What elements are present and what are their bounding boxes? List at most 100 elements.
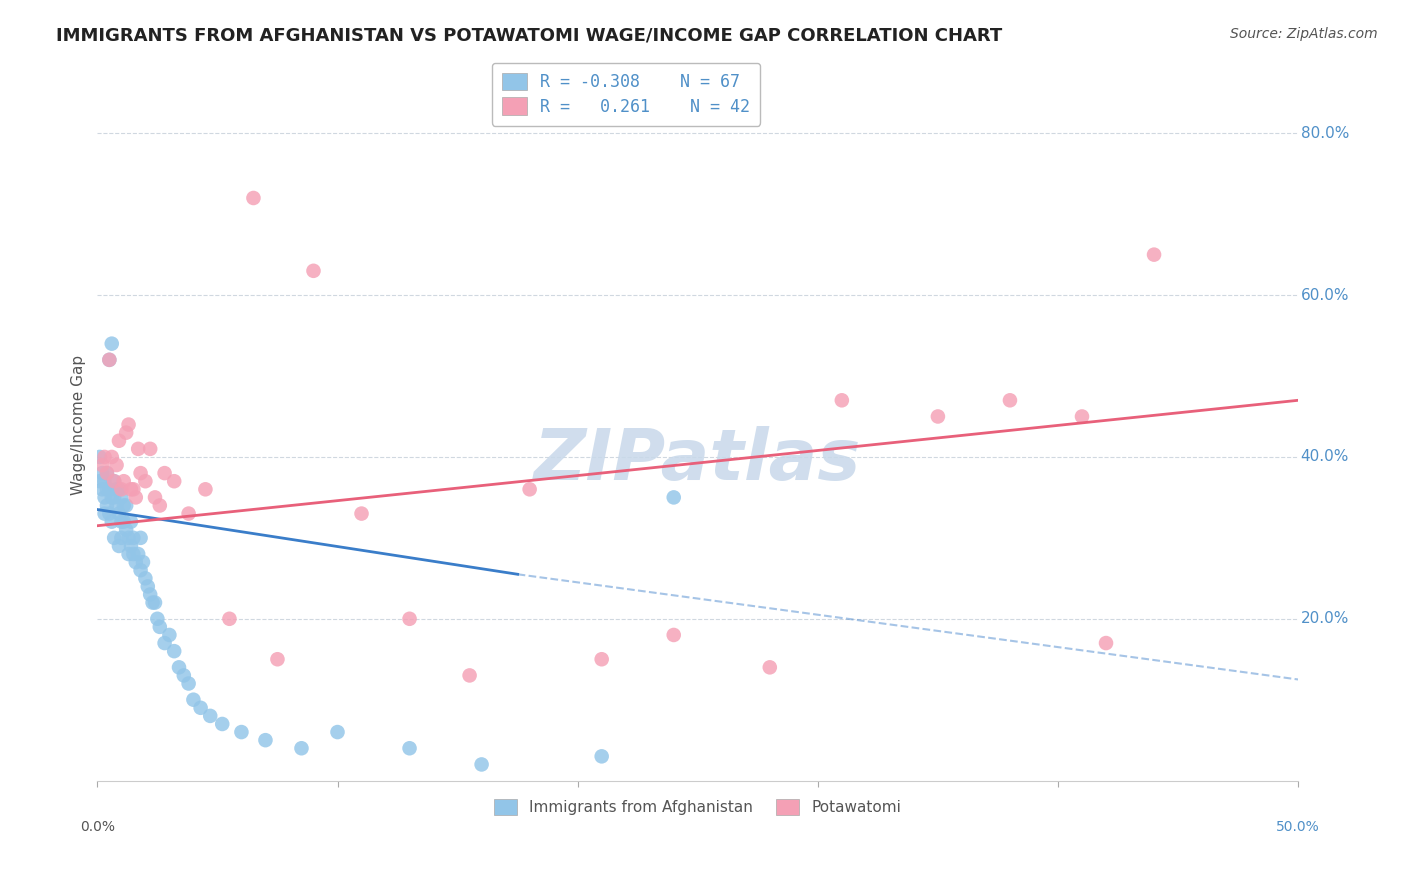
Point [110, 491, 132, 505]
Text: Source: ZipAtlas.com: Source: ZipAtlas.com [1230, 27, 1378, 41]
Point [177, 676, 200, 690]
Point [115, 499, 138, 513]
Point [153, 466, 176, 480]
Point [157, 628, 180, 642]
Point [143, 596, 166, 610]
Point [91, 466, 114, 480]
Point [100, 450, 122, 464]
Point [183, 692, 205, 706]
Text: 0.0%: 0.0% [80, 820, 115, 834]
Point [103, 531, 125, 545]
Point [458, 668, 481, 682]
Point [662, 491, 685, 505]
Point [112, 515, 135, 529]
Point [139, 442, 162, 456]
Point [122, 531, 145, 545]
Point [242, 191, 264, 205]
Point [100, 491, 122, 505]
Point [139, 587, 162, 601]
Point [153, 636, 176, 650]
Point [103, 474, 125, 488]
Point [350, 507, 373, 521]
Point [519, 483, 541, 497]
Point [302, 264, 325, 278]
Point [398, 612, 420, 626]
Point [96, 466, 118, 480]
Point [266, 652, 288, 666]
Point [149, 620, 172, 634]
Point [177, 507, 200, 521]
Point [117, 547, 139, 561]
Point [98, 483, 121, 497]
Point [105, 458, 128, 472]
Text: IMMIGRANTS FROM AFGHANISTAN VS POTAWATOMI WAGE/INCOME GAP CORRELATION CHART: IMMIGRANTS FROM AFGHANISTAN VS POTAWATOM… [56, 27, 1002, 45]
Point [93, 507, 115, 521]
Point [103, 491, 125, 505]
Point [122, 483, 145, 497]
Point [115, 425, 138, 440]
Point [290, 741, 312, 756]
Point [108, 507, 131, 521]
Point [149, 499, 172, 513]
Point [136, 579, 159, 593]
Point [89, 474, 111, 488]
Point [1071, 409, 1094, 424]
Point [218, 612, 240, 626]
Point [108, 483, 131, 497]
Point [591, 652, 613, 666]
Point [129, 466, 152, 480]
Point [117, 417, 139, 432]
Point [211, 717, 233, 731]
Point [173, 668, 195, 682]
Point [96, 499, 118, 513]
Point [96, 466, 118, 480]
Point [127, 442, 149, 456]
Point [122, 547, 145, 561]
Point [326, 725, 349, 739]
Point [105, 499, 128, 513]
Point [120, 515, 142, 529]
Point [132, 555, 155, 569]
Point [471, 757, 494, 772]
Point [91, 483, 114, 497]
Point [120, 539, 142, 553]
Point [591, 749, 613, 764]
Point [129, 563, 152, 577]
Text: 50.0%: 50.0% [1277, 820, 1320, 834]
Text: ZIPatlas: ZIPatlas [534, 425, 862, 495]
Point [190, 700, 212, 714]
Point [120, 483, 142, 497]
Point [163, 474, 186, 488]
Point [163, 644, 186, 658]
Point [117, 531, 139, 545]
Point [108, 539, 131, 553]
Point [93, 450, 115, 464]
Legend: Immigrants from Afghanistan, Potawatomi: Immigrants from Afghanistan, Potawatomi [486, 791, 908, 822]
Y-axis label: Wage/Income Gap: Wage/Income Gap [72, 354, 86, 495]
Point [125, 491, 148, 505]
Text: 20.0%: 20.0% [1301, 611, 1348, 626]
Point [110, 483, 132, 497]
Point [146, 612, 169, 626]
Text: 80.0%: 80.0% [1301, 126, 1348, 141]
Point [1095, 636, 1118, 650]
Point [115, 523, 138, 537]
Point [110, 531, 132, 545]
Point [110, 515, 132, 529]
Point [91, 458, 114, 472]
Point [100, 336, 122, 351]
Point [134, 571, 156, 585]
Point [167, 660, 190, 674]
Point [662, 628, 685, 642]
Point [105, 483, 128, 497]
Point [125, 555, 148, 569]
Point [398, 741, 420, 756]
Point [108, 434, 131, 448]
Point [112, 474, 135, 488]
Point [927, 409, 949, 424]
Point [231, 725, 253, 739]
Point [98, 352, 121, 367]
Point [143, 491, 166, 505]
Point [89, 450, 111, 464]
Point [759, 660, 782, 674]
